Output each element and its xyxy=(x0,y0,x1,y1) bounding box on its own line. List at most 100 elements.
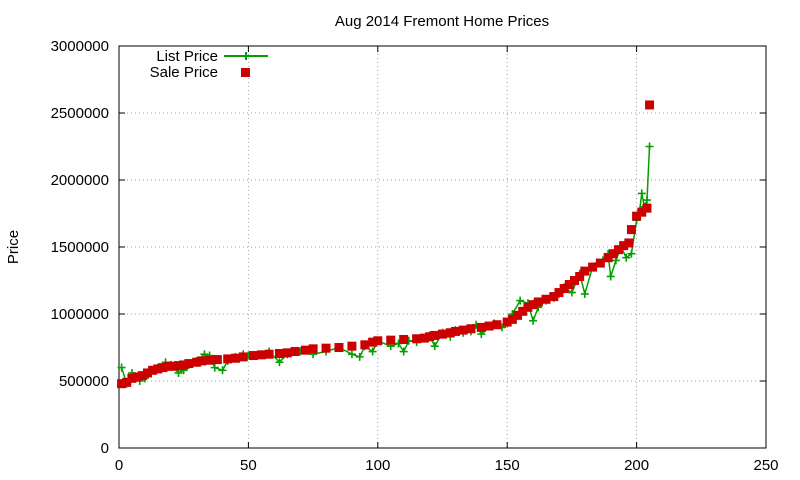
x-tick-label: 50 xyxy=(240,457,257,474)
y-tick-label: 2500000 xyxy=(51,105,109,122)
point-sale-price xyxy=(230,353,240,363)
series-line-list-price xyxy=(120,146,651,386)
point-sale-price xyxy=(624,238,634,248)
point-sale-price xyxy=(300,345,310,355)
point-sale-price xyxy=(476,322,486,332)
point-sale-price xyxy=(549,292,559,302)
point-list-price xyxy=(645,142,654,151)
point-sale-price xyxy=(518,306,528,316)
point-sale-price xyxy=(308,344,318,354)
point-sale-price xyxy=(334,343,344,352)
point-sale-price xyxy=(626,225,636,235)
point-sale-price xyxy=(386,335,396,345)
series-list-price xyxy=(117,142,654,388)
point-sale-price xyxy=(603,253,613,263)
point-sale-price xyxy=(554,288,564,298)
point-sale-price xyxy=(575,271,585,281)
point-list-price xyxy=(622,253,631,262)
point-list-price xyxy=(516,296,525,305)
point-sale-price xyxy=(613,245,623,255)
point-list-price xyxy=(567,288,576,297)
point-list-price xyxy=(355,352,364,361)
point-sale-price xyxy=(588,262,598,272)
point-list-price xyxy=(529,316,538,325)
point-sale-price xyxy=(223,354,233,364)
x-tick-label: 100 xyxy=(365,457,390,474)
point-list-price xyxy=(580,289,589,298)
point-sale-price xyxy=(158,363,168,373)
point-sale-price xyxy=(179,360,189,370)
chart-title: Aug 2014 Fremont Home Prices xyxy=(335,13,549,30)
point-sale-price xyxy=(507,314,517,324)
point-sale-price xyxy=(492,320,502,330)
point-sale-price xyxy=(541,294,551,304)
point-list-price xyxy=(642,196,651,205)
point-sale-price xyxy=(513,310,523,320)
point-list-price xyxy=(627,249,636,258)
y-tick-label: 500000 xyxy=(59,373,109,390)
legend-marker-sale-price xyxy=(241,68,250,77)
plot-frame xyxy=(118,45,767,449)
point-sale-price xyxy=(430,330,440,340)
point-sale-price xyxy=(148,365,158,375)
point-sale-price xyxy=(290,347,300,357)
point-sale-price xyxy=(595,258,605,268)
point-sale-price xyxy=(197,356,207,366)
point-list-price xyxy=(399,347,408,356)
axis-ticks: 0 500000 1000000 1500000 2000000 2500000 30000… xyxy=(51,38,779,474)
y-tick-label: 3000000 xyxy=(51,38,109,55)
point-sale-price xyxy=(425,332,435,342)
series-sale-price xyxy=(117,100,655,389)
point-sale-price xyxy=(533,297,543,307)
point-sale-price xyxy=(528,300,538,310)
point-sale-price xyxy=(608,249,618,259)
point-list-price xyxy=(117,363,126,372)
x-tick-label: 0 xyxy=(115,457,123,474)
point-sale-price xyxy=(238,352,248,362)
point-sale-price xyxy=(168,361,178,371)
point-sale-price xyxy=(192,357,202,367)
point-list-price xyxy=(174,368,183,377)
y-tick-label: 0 xyxy=(101,440,109,457)
legend-marker-list-price xyxy=(242,52,250,60)
grid-lines xyxy=(119,46,766,448)
point-sale-price xyxy=(569,276,579,285)
legend: List Price Sale Price xyxy=(150,48,268,81)
x-tick-label: 150 xyxy=(495,457,520,474)
point-sale-price xyxy=(264,349,274,359)
point-sale-price xyxy=(249,351,259,361)
point-list-price xyxy=(210,363,219,372)
point-sale-price xyxy=(174,361,184,371)
point-sale-price xyxy=(274,349,284,359)
x-tick-label: 250 xyxy=(753,457,778,474)
point-sale-price xyxy=(642,203,652,213)
point-sale-price xyxy=(368,337,378,347)
point-sale-price xyxy=(450,326,460,336)
point-list-price xyxy=(606,272,615,281)
point-list-price xyxy=(430,342,439,351)
y-axis-label: Price xyxy=(5,230,22,264)
point-sale-price xyxy=(360,340,370,350)
point-sale-price xyxy=(153,364,163,374)
point-sale-price xyxy=(484,321,494,331)
point-sale-price xyxy=(212,355,222,365)
point-sale-price xyxy=(580,266,590,276)
y-tick-label: 1500000 xyxy=(51,239,109,256)
point-sale-price xyxy=(445,328,455,338)
point-list-price xyxy=(218,366,227,375)
point-sale-price xyxy=(127,373,137,383)
point-sale-price xyxy=(321,343,331,353)
point-sale-price xyxy=(373,336,383,346)
point-list-price xyxy=(347,350,356,359)
point-sale-price xyxy=(163,361,173,371)
point-sale-price xyxy=(564,280,574,290)
point-sale-price xyxy=(523,302,533,312)
point-sale-price xyxy=(466,324,476,334)
x-tick-label: 200 xyxy=(624,457,649,474)
point-sale-price xyxy=(559,284,569,294)
point-sale-price xyxy=(419,333,429,343)
point-sale-price xyxy=(184,359,194,369)
point-sale-price xyxy=(142,368,152,378)
point-sale-price xyxy=(645,100,655,110)
